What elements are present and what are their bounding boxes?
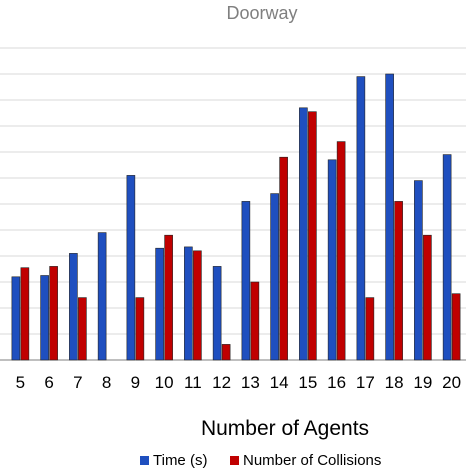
x-tick-label-13: 13 — [241, 373, 260, 392]
bar-collisions-7 — [78, 297, 87, 361]
x-tick-label-20: 20 — [442, 373, 461, 392]
x-tick-label-7: 7 — [73, 373, 82, 392]
bar-time-7 — [69, 253, 78, 361]
bar-collisions-9 — [135, 297, 145, 361]
x-tick-label-9: 9 — [131, 373, 140, 392]
bar-collisions-20 — [451, 293, 461, 361]
legend-label-collisions: Number of Collisions — [243, 452, 381, 469]
bar-time-11 — [184, 246, 193, 361]
x-tick-label-18: 18 — [385, 373, 404, 392]
bar-collisions-5 — [20, 267, 30, 361]
x-tick-label-14: 14 — [270, 373, 289, 392]
bar-time-18 — [385, 73, 394, 361]
bar-collisions-14 — [279, 156, 288, 361]
bar-collisions-6 — [49, 266, 58, 361]
bar-collisions-11 — [193, 250, 202, 361]
bar-time-20 — [442, 154, 452, 361]
legend: Time (s) Number of Collisions — [140, 452, 381, 469]
x-tick-label-6: 6 — [44, 373, 53, 392]
x-tick-label-16: 16 — [327, 373, 346, 392]
bar-time-14 — [270, 193, 279, 361]
x-tick-label-5: 5 — [16, 373, 25, 392]
bar-time-10 — [155, 247, 164, 361]
x-axis-label: Number of Agents — [201, 417, 369, 440]
bar-time-17 — [356, 76, 366, 361]
bar-time-9 — [126, 175, 136, 361]
x-tick-label-12: 12 — [212, 373, 231, 392]
bar-collisions-16 — [336, 141, 346, 361]
bar-time-16 — [327, 159, 337, 361]
bar-collisions-18 — [394, 201, 403, 361]
x-tick-label-11: 11 — [184, 373, 202, 392]
bars — [11, 73, 461, 361]
bar-collisions-12 — [221, 344, 231, 361]
bar-time-12 — [212, 266, 222, 361]
legend-swatch-collisions — [230, 456, 239, 465]
bar-time-19 — [414, 180, 423, 361]
legend-swatch-time — [140, 456, 149, 465]
bar-collisions-19 — [423, 234, 432, 361]
x-tick-label-19: 19 — [413, 373, 432, 392]
x-tick-label-17: 17 — [356, 373, 375, 392]
bar-time-5 — [11, 276, 21, 361]
x-tick-labels: 5 6 7 8 9 10 11 12 13 14 15 16 17 18 19 20 — [16, 373, 461, 392]
x-tick-label-15: 15 — [298, 373, 317, 392]
bar-collisions-17 — [365, 297, 375, 361]
x-tick-label-10: 10 — [155, 373, 174, 392]
bar-collisions-15 — [308, 111, 317, 361]
bar-time-8 — [97, 232, 107, 361]
legend-label-time: Time (s) — [153, 452, 207, 469]
bar-time-15 — [299, 107, 308, 361]
bar-time-13 — [241, 201, 251, 361]
x-tick-label-8: 8 — [102, 373, 111, 392]
bar-collisions-13 — [250, 281, 260, 361]
bar-collisions-10 — [164, 234, 173, 361]
chart-title: Doorway — [226, 3, 297, 23]
bar-time-6 — [40, 275, 49, 361]
